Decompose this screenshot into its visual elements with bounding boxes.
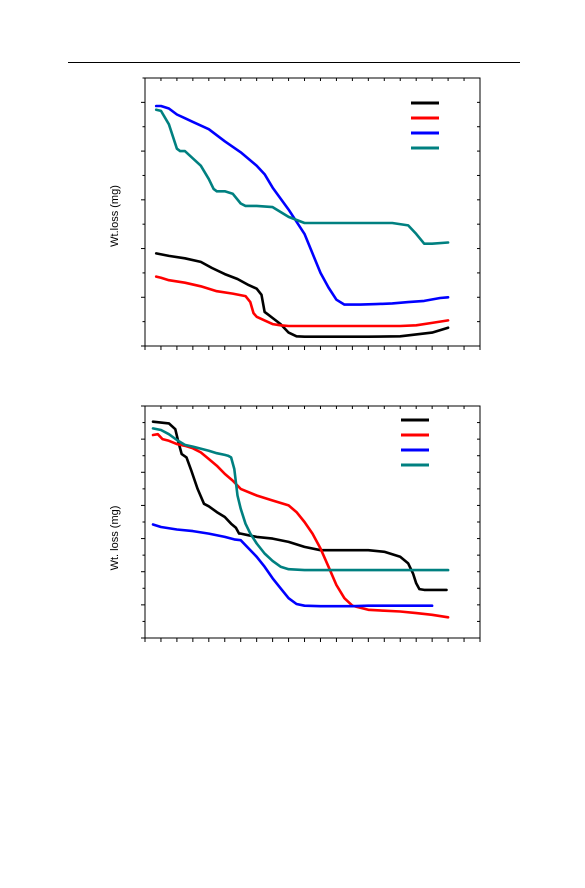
series-line-3 xyxy=(151,523,434,608)
series-line-2 xyxy=(151,432,450,619)
chart-2: Wt. loss (mg) xyxy=(109,405,481,642)
plot-frame xyxy=(144,77,481,347)
chart-1: Wt.loss (mg) xyxy=(109,77,481,350)
series-line-4 xyxy=(151,427,450,572)
series-line-2 xyxy=(154,275,450,328)
series-line-3 xyxy=(154,104,450,306)
series-line-1 xyxy=(154,252,450,339)
plot-frame xyxy=(144,405,481,639)
series-line-4 xyxy=(154,108,450,245)
series-line-1 xyxy=(151,420,448,592)
chart-2-y-axis-label: Wt. loss (mg) xyxy=(109,506,121,571)
chart-1-y-axis-label: Wt.loss (mg) xyxy=(109,185,121,247)
page-rule xyxy=(68,62,520,63)
